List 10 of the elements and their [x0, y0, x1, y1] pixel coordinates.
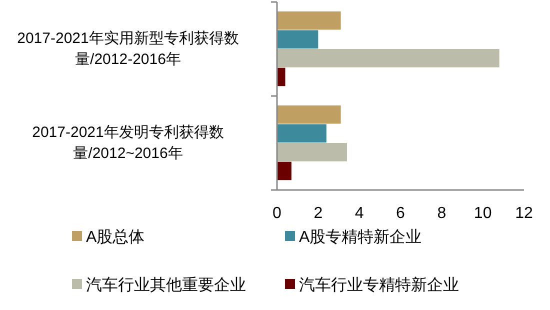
x-tick-label: 8	[437, 205, 446, 222]
legend-label: A股总体	[86, 228, 145, 246]
x-tick-label: 12	[515, 205, 533, 222]
x-tick-label: 10	[474, 205, 492, 222]
y-tick-label: 2017-2021年发明专利获得数量/2012~2016年	[31, 123, 225, 164]
x-tick-label: 4	[354, 205, 364, 222]
x-tick-label: 6	[396, 205, 406, 222]
y-tick-label: 2017-2021年实用新型专利获得数量/2012-2016年	[17, 29, 239, 70]
x-tick-label: 2	[314, 205, 323, 222]
x-tick-label: 0	[272, 205, 282, 222]
